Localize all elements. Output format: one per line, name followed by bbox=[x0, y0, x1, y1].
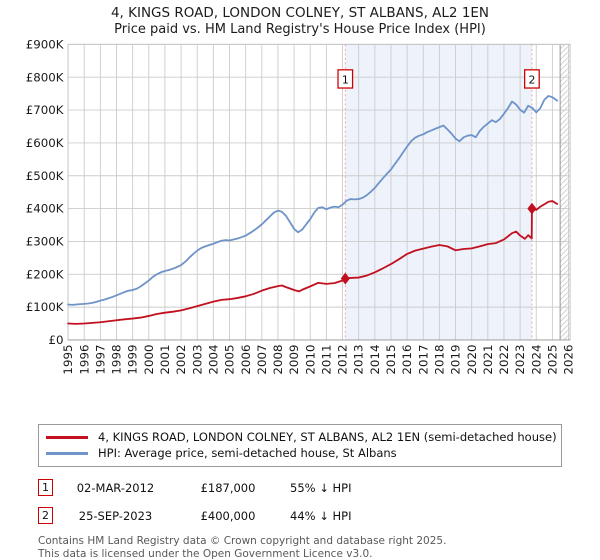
y-tick-label: £700K bbox=[26, 103, 64, 117]
x-tick-label: 2025 bbox=[545, 345, 559, 375]
x-tick-label: 2019 bbox=[449, 345, 463, 375]
x-tick-label: 2026 bbox=[562, 345, 576, 375]
footer-line-1: Contains HM Land Registry data © Crown c… bbox=[38, 535, 447, 547]
chart-titles: 4, KINGS ROAD, LONDON COLNEY, ST ALBANS,… bbox=[0, 0, 600, 38]
page-title: 4, KINGS ROAD, LONDON COLNEY, ST ALBANS,… bbox=[110, 5, 490, 21]
x-tick-label: 2015 bbox=[384, 345, 398, 375]
price-paid-line-swatch bbox=[46, 435, 88, 439]
sale-annotation-row-2: 2 25-SEP-2023 £400,000 44% ↓ HPI bbox=[38, 507, 600, 524]
x-tick-label: 2013 bbox=[352, 345, 366, 375]
x-tick-label: 2021 bbox=[481, 345, 495, 375]
x-tick-label: 2016 bbox=[400, 345, 414, 375]
x-tick-label: 1996 bbox=[77, 345, 91, 375]
x-tick-label: 2004 bbox=[207, 345, 221, 375]
sale-number-badge-2: 2 bbox=[38, 507, 53, 524]
x-tick-label: 2022 bbox=[497, 345, 511, 375]
y-tick-label: £900K bbox=[26, 38, 64, 51]
price-paid-line bbox=[67, 200, 559, 325]
x-tick-label: 1998 bbox=[110, 345, 124, 375]
x-tick-label: 2003 bbox=[190, 345, 204, 375]
chart-subtitle: Price paid vs. HM Land Registry's House … bbox=[114, 22, 486, 37]
x-tick-label: 2002 bbox=[174, 345, 188, 375]
y-tick-label: £300K bbox=[26, 235, 64, 249]
sale-price-1: £187,000 bbox=[200, 480, 256, 495]
x-tick-label: 2020 bbox=[465, 345, 479, 375]
x-tick-label: 2014 bbox=[368, 345, 382, 375]
sale-date-2: 25-SEP-2023 bbox=[78, 508, 153, 523]
svg-text:2: 2 bbox=[528, 73, 535, 86]
legend-label-price-paid: 4, KINGS ROAD, LONDON COLNEY, ST ALBANS,… bbox=[98, 430, 557, 444]
sale-price-2: £400,000 bbox=[200, 508, 256, 523]
x-tick-label: 2012 bbox=[336, 345, 350, 375]
x-tick-label: 1997 bbox=[93, 345, 107, 375]
y-tick-label: £200K bbox=[26, 267, 64, 281]
legend-item-hpi: HPI: Average price, semi-detached house,… bbox=[46, 445, 556, 461]
y-tick-label: £500K bbox=[26, 169, 64, 183]
x-tick-label: 2011 bbox=[319, 345, 333, 375]
sale-vs-hpi-1: 55% ↓ HPI bbox=[290, 480, 352, 495]
legend-item-price-paid: 4, KINGS ROAD, LONDON COLNEY, ST ALBANS,… bbox=[46, 429, 557, 445]
x-tick-label: 2009 bbox=[287, 345, 301, 375]
copyright-footer: Contains HM Land Registry data © Crown c… bbox=[38, 535, 600, 560]
sale-flag-1 bbox=[337, 69, 354, 89]
sale-marker-2 bbox=[527, 202, 537, 215]
x-tick-label: 2010 bbox=[303, 345, 317, 375]
x-tick-label: 2017 bbox=[416, 345, 430, 375]
y-tick-label: £400K bbox=[26, 202, 64, 216]
hpi-line bbox=[67, 95, 559, 306]
y-tick-label: £0 bbox=[48, 333, 63, 347]
y-tick-label: £600K bbox=[26, 136, 64, 150]
price-history-chart: 1 2 £0 £100K £200K £300K £400K £500K £600K £700K £… bbox=[26, 38, 576, 375]
sale-flag-2 bbox=[524, 69, 540, 89]
x-tick-label: 2007 bbox=[255, 345, 269, 375]
x-tick-label: 2018 bbox=[433, 345, 447, 375]
x-tick-label: 2005 bbox=[223, 345, 237, 375]
between-sales-shading bbox=[345, 44, 532, 340]
hpi-line-swatch bbox=[46, 451, 88, 455]
footer-line-2: This data is licensed under the Open Gov… bbox=[38, 547, 373, 560]
y-tick-label: £800K bbox=[26, 70, 64, 84]
x-tick-label: 2006 bbox=[239, 345, 253, 375]
sale-number-badge-1: 1 bbox=[38, 479, 53, 496]
sale-date-1: 02-MAR-2012 bbox=[76, 480, 155, 495]
x-tick-label: 1999 bbox=[126, 345, 140, 375]
legend-label-hpi: HPI: Average price, semi-detached house,… bbox=[98, 446, 397, 460]
legend-box: 4, KINGS ROAD, LONDON COLNEY, ST ALBANS,… bbox=[38, 424, 562, 467]
future-hatch-zone bbox=[560, 44, 571, 340]
sale-annotation-row-1: 1 02-MAR-2012 £187,000 55% ↓ HPI bbox=[38, 479, 600, 496]
x-tick-label: 2001 bbox=[158, 345, 172, 375]
x-tick-label: 2023 bbox=[513, 345, 527, 375]
x-tick-label: 2000 bbox=[142, 345, 156, 375]
svg-text:1: 1 bbox=[342, 73, 349, 86]
x-tick-label: 1995 bbox=[61, 345, 75, 375]
x-tick-label: 2008 bbox=[271, 345, 285, 375]
x-tick-label: 2024 bbox=[529, 345, 543, 375]
y-tick-label: £100K bbox=[26, 300, 64, 314]
sale-annotations: 1 02-MAR-2012 £187,000 55% ↓ HPI 2 25-SE… bbox=[38, 479, 600, 524]
sale-vs-hpi-2: 44% ↓ HPI bbox=[290, 508, 352, 523]
